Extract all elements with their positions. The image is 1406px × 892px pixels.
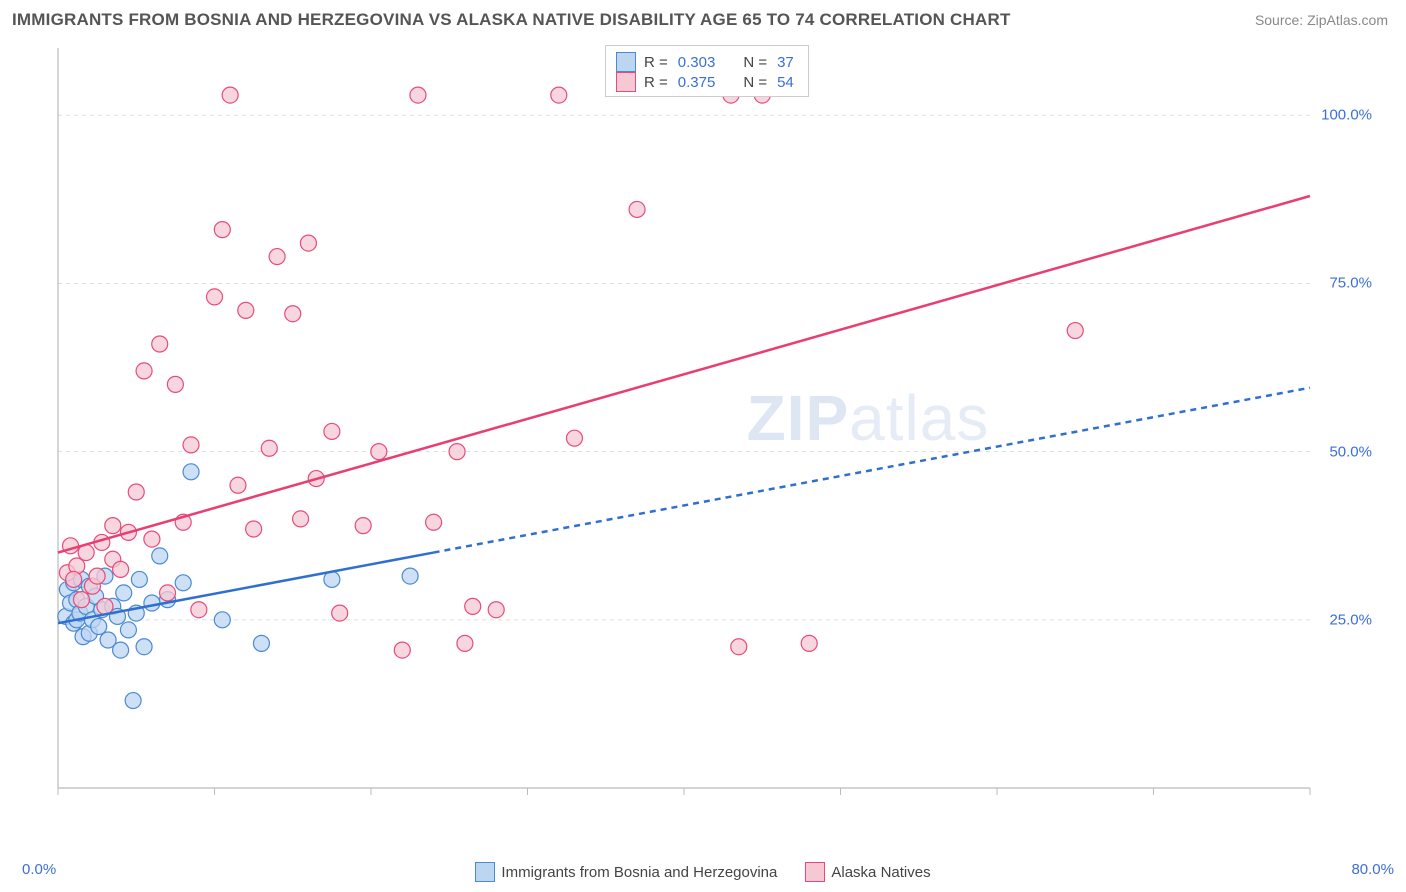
data-point xyxy=(97,598,113,614)
data-point xyxy=(465,598,481,614)
data-point xyxy=(449,444,465,460)
data-point xyxy=(144,531,160,547)
chart-title: IMMIGRANTS FROM BOSNIA AND HERZEGOVINA V… xyxy=(12,10,1011,30)
data-point xyxy=(394,642,410,658)
data-point xyxy=(125,693,141,709)
data-point xyxy=(371,444,387,460)
data-point xyxy=(128,484,144,500)
data-point xyxy=(136,639,152,655)
data-point xyxy=(1067,323,1083,339)
data-point xyxy=(238,302,254,318)
data-point xyxy=(113,642,129,658)
legend-item: Immigrants from Bosnia and Herzegovina xyxy=(475,862,777,882)
data-point xyxy=(731,639,747,655)
data-point xyxy=(222,87,238,103)
legend-swatch xyxy=(475,862,495,882)
data-point xyxy=(566,430,582,446)
legend-swatch xyxy=(805,862,825,882)
data-point xyxy=(629,201,645,217)
data-point xyxy=(191,602,207,618)
data-point xyxy=(91,619,107,635)
data-point xyxy=(426,514,442,530)
data-point xyxy=(402,568,418,584)
data-point xyxy=(457,635,473,651)
data-point xyxy=(214,612,230,628)
data-point xyxy=(269,249,285,265)
stats-row: R = 0.375 N = 54 xyxy=(616,72,794,92)
data-point xyxy=(152,336,168,352)
data-point xyxy=(410,87,426,103)
stats-legend: R = 0.303 N = 37 R = 0.375 N = 54 xyxy=(605,45,809,97)
data-point xyxy=(167,376,183,392)
data-point xyxy=(175,575,191,591)
data-point xyxy=(160,585,176,601)
data-point xyxy=(332,605,348,621)
data-point xyxy=(355,518,371,534)
legend-item: Alaska Natives xyxy=(805,862,930,882)
data-point xyxy=(551,87,567,103)
data-point xyxy=(113,561,129,577)
data-point xyxy=(136,363,152,379)
y-tick-label: 25.0% xyxy=(1329,611,1372,628)
legend-label: Immigrants from Bosnia and Herzegovina xyxy=(501,864,777,881)
y-tick-label: 50.0% xyxy=(1329,443,1372,460)
bottom-legend: Immigrants from Bosnia and Herzegovina Al… xyxy=(0,862,1406,882)
data-point xyxy=(801,635,817,651)
data-point xyxy=(285,306,301,322)
data-point xyxy=(261,440,277,456)
data-point xyxy=(214,222,230,238)
data-point xyxy=(183,437,199,453)
data-point xyxy=(488,602,504,618)
data-point xyxy=(183,464,199,480)
data-point xyxy=(300,235,316,251)
data-point xyxy=(89,568,105,584)
data-point xyxy=(207,289,223,305)
data-point xyxy=(293,511,309,527)
data-point xyxy=(73,592,89,608)
y-tick-label: 100.0% xyxy=(1321,107,1372,124)
stats-row: R = 0.303 N = 37 xyxy=(616,52,794,72)
legend-label: Alaska Natives xyxy=(831,864,930,881)
data-point xyxy=(120,622,136,638)
data-point xyxy=(144,595,160,611)
legend-swatch xyxy=(616,52,636,72)
data-point xyxy=(253,635,269,651)
data-point xyxy=(66,571,82,587)
data-point xyxy=(246,521,262,537)
y-tick-label: 75.0% xyxy=(1329,275,1372,292)
data-point xyxy=(116,585,132,601)
data-point xyxy=(152,548,168,564)
data-point xyxy=(105,518,121,534)
scatter-plot-svg xyxy=(50,42,1380,834)
plot-area: ZIPatlas R = 0.303 N = 37 R = 0.375 N = … xyxy=(50,42,1380,834)
data-point xyxy=(230,477,246,493)
source-label: Source: ZipAtlas.com xyxy=(1255,12,1388,28)
data-point xyxy=(324,423,340,439)
legend-swatch xyxy=(616,72,636,92)
data-point xyxy=(131,571,147,587)
